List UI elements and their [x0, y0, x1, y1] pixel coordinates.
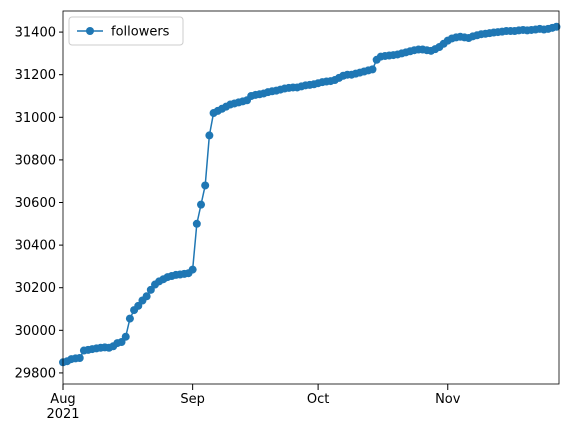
- point: [197, 200, 206, 209]
- legend-marker: [86, 27, 94, 35]
- x-tick-label: Aug 2021: [46, 392, 79, 422]
- point: [125, 314, 134, 323]
- x-tick-label: Oct: [307, 392, 329, 407]
- y-tick-label: 30600: [15, 196, 56, 211]
- point: [75, 354, 84, 363]
- point: [368, 65, 377, 74]
- y-tick-label: 30000: [15, 324, 56, 339]
- point: [192, 219, 201, 228]
- point: [121, 332, 130, 341]
- plot-frame: [62, 10, 560, 385]
- y-tick-label: 30800: [15, 153, 56, 168]
- y-tick-label: 31000: [15, 111, 56, 126]
- legend-label: followers: [111, 25, 170, 40]
- y-tick-label: 30200: [15, 281, 56, 296]
- point: [142, 292, 151, 301]
- point: [201, 181, 210, 190]
- legend-box: [68, 16, 184, 46]
- point: [188, 265, 197, 274]
- x-tick-label: Sep: [180, 392, 205, 407]
- x-tick-label: Nov: [435, 392, 461, 407]
- point: [552, 22, 561, 31]
- y-tick-label: 30400: [15, 239, 56, 254]
- y-tick-label: 31400: [15, 26, 56, 41]
- point: [205, 131, 214, 140]
- y-tick-label: 31200: [15, 68, 56, 83]
- y-tick-label: 29800: [15, 366, 56, 381]
